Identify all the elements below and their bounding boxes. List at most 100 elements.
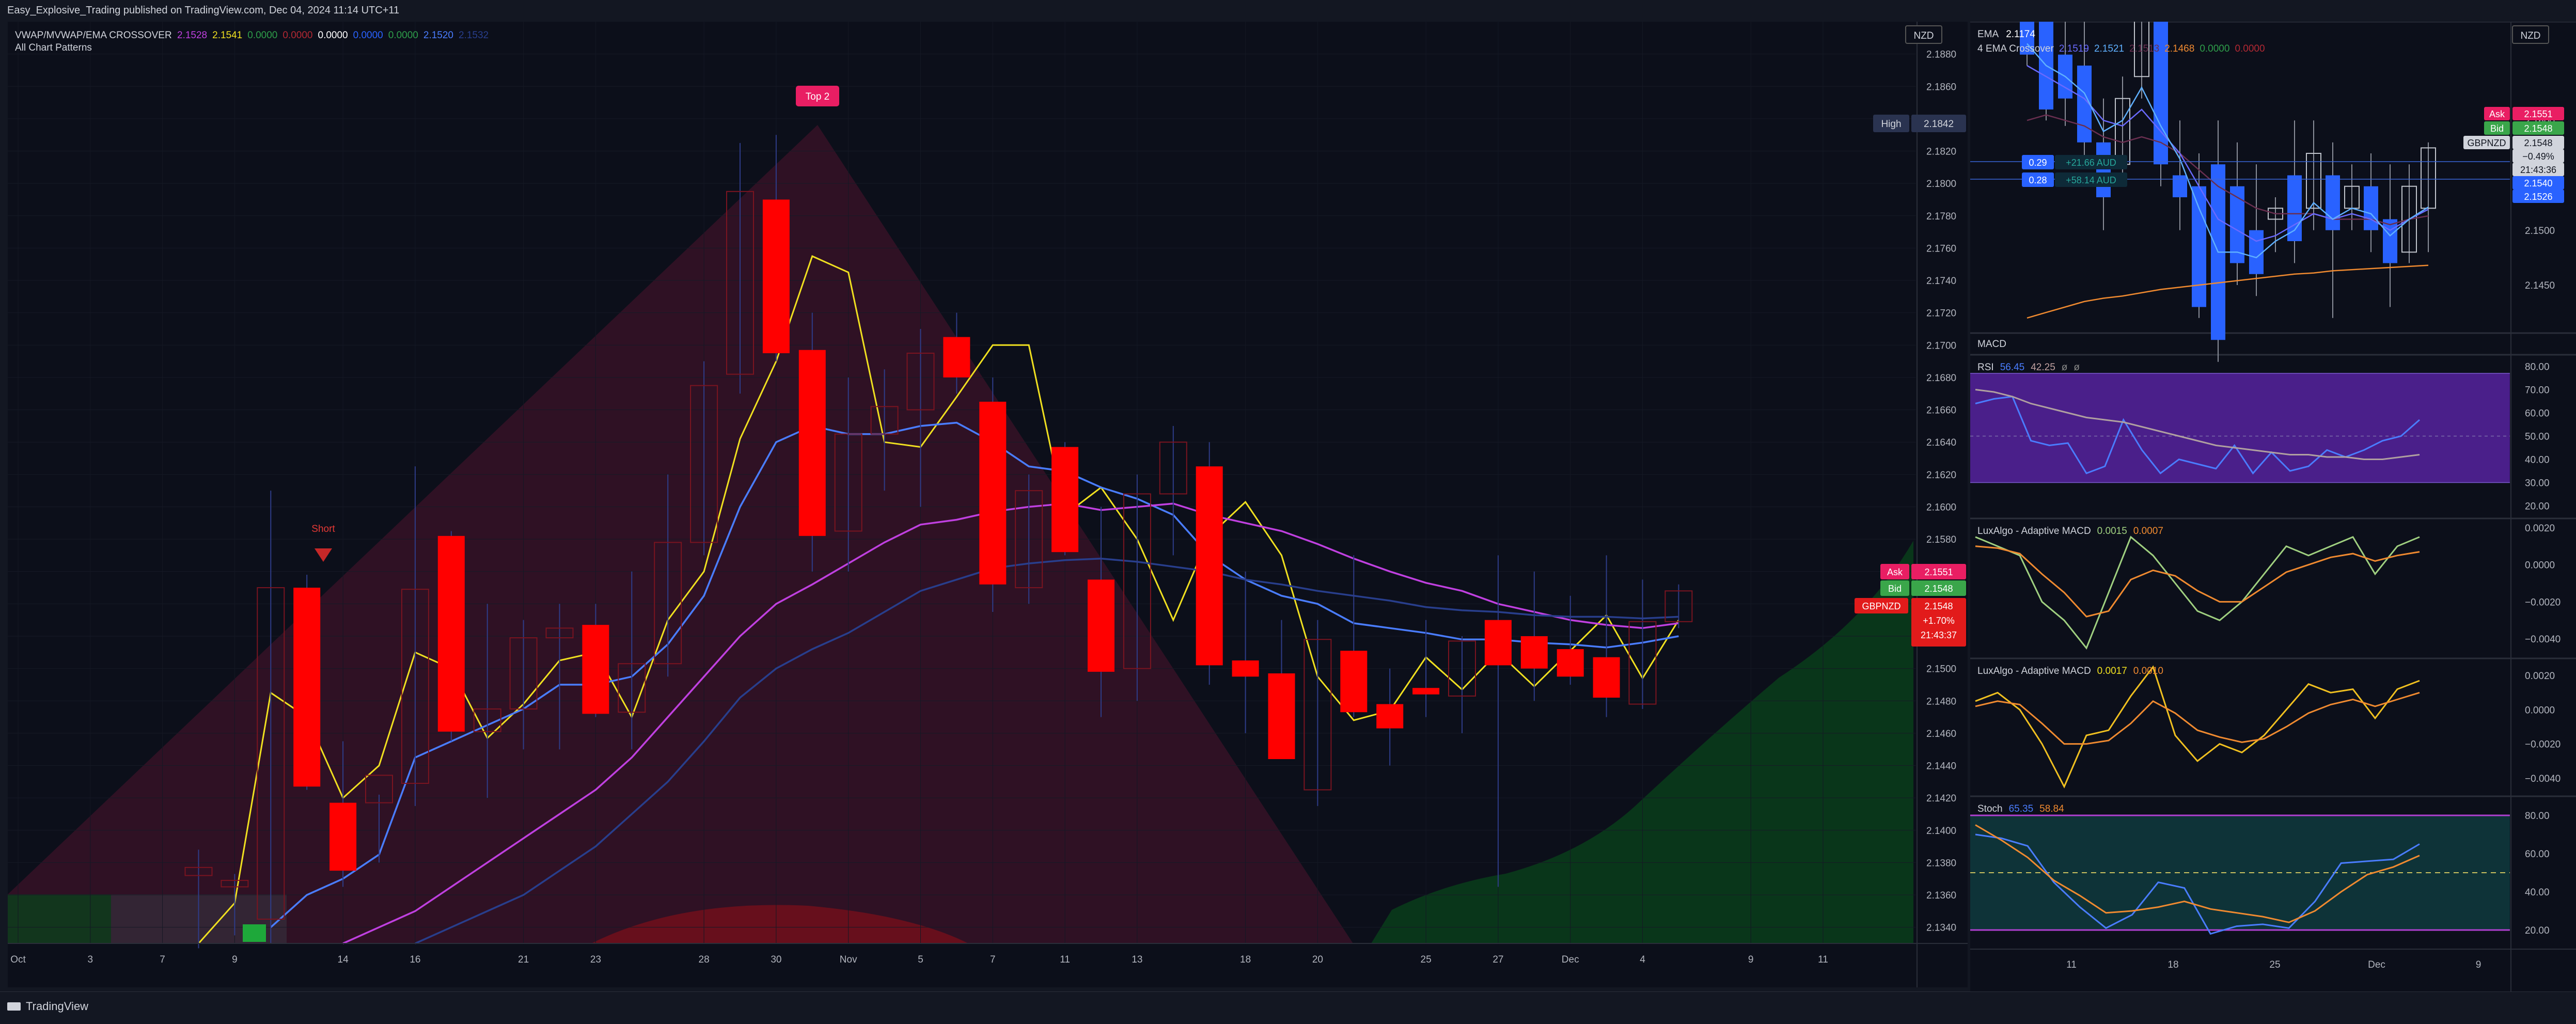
side-currency-box — [2512, 25, 2549, 44]
candle-body-bear — [1593, 657, 1620, 698]
indicator-pane-4: 0.0020 0.0000 −0.0020 −0.0040 LuxAlgo - Adap… — [1975, 523, 2561, 650]
indicator-title-text: LuxAlgo - Adaptive MACD — [1977, 666, 2091, 676]
high-value-text: 2.1842 — [1924, 119, 1954, 130]
candle-body-bear — [798, 350, 826, 536]
y-tick-label: 2.1680 — [1926, 373, 1956, 384]
indicator-y-tick: 0.0020 — [2525, 671, 2555, 682]
candle-body-bull — [906, 352, 935, 411]
order-row[interactable]: 0.28 +58.14 AUD — [1970, 172, 2510, 187]
side-x-tick-label: 9 — [2476, 959, 2481, 970]
side-price-tag-text: −0.49% — [2522, 151, 2554, 162]
mini-candle — [2306, 120, 2321, 230]
x-tick-label: 11 — [1818, 954, 1828, 965]
candle — [834, 377, 862, 572]
candle-body-bear — [329, 802, 357, 871]
y-tick-label: 2.1380 — [1926, 858, 1956, 869]
ema-y-tick: 2.1500 — [2525, 226, 2555, 237]
ema-sub-value: 2.1513 — [2129, 43, 2159, 54]
candle — [943, 312, 970, 394]
indicator-value: 2.1528 — [177, 30, 207, 41]
x-tick-label: 16 — [410, 954, 420, 965]
candle — [437, 531, 465, 742]
main-chart-pane[interactable]: 2.18802.18602.18402.18202.18002.17802.17… — [8, 22, 1968, 987]
candle-body-bear — [1051, 447, 1079, 553]
top-label[interactable]: Top 2 — [796, 86, 839, 106]
side-price-tag: 2.1540 — [2512, 176, 2564, 190]
candle-body-bull — [1664, 590, 1693, 622]
candle-body-bear — [1376, 704, 1404, 729]
candle — [473, 604, 501, 798]
ask-value-box — [1911, 564, 1966, 579]
order-pnl-box — [2055, 155, 2127, 169]
mini-candle — [2364, 153, 2378, 253]
indicator-y-tick: 70.00 — [2525, 385, 2550, 396]
ask-label-box — [1880, 564, 1909, 579]
side-price-tag: 21:43:36 — [2512, 163, 2564, 176]
indicator-title-text: Stoch — [1977, 804, 2003, 814]
candle-body-bear — [437, 535, 465, 732]
indicator-line — [1975, 824, 2420, 923]
mini-body-bear — [2173, 175, 2187, 197]
indicator-y-tick: 20.00 — [2525, 925, 2550, 936]
mini-body-bear — [2364, 186, 2378, 230]
y-tick-label: 2.1700 — [1926, 340, 1956, 351]
last-price-text: 2.1548 — [1924, 601, 1953, 611]
candle-body-bull — [1303, 639, 1332, 791]
side-x-tick-label: 11 — [2066, 959, 2077, 970]
currency-label-text: NZD — [1913, 30, 1934, 41]
side-currency-label: NZD — [2512, 25, 2549, 44]
indicator-y-tick: −0.0040 — [2525, 634, 2561, 645]
ema-sub-value: 0.0000 — [2235, 43, 2265, 54]
candle-body-bull — [1448, 640, 1476, 697]
candle — [1051, 442, 1079, 556]
ema-line-2 — [2027, 65, 2429, 242]
main-price-axis: 2.18802.18602.18402.18202.18002.17802.17… — [1917, 22, 1956, 987]
mini-body-bear — [2249, 230, 2264, 274]
mini-candle — [2421, 142, 2436, 253]
ema-header-value: 2.1174 — [2006, 29, 2035, 40]
indicator-line — [1975, 545, 2420, 618]
indicator-title-text: LuxAlgo - Adaptive MACD — [1977, 526, 2091, 537]
candle-body-bull — [1628, 621, 1657, 705]
order-pnl: +21.66 AUD — [2066, 157, 2116, 168]
indicator-header-value: ø — [2062, 362, 2068, 373]
ask-label-text: Ask — [1887, 567, 1903, 577]
candle — [1557, 595, 1584, 685]
x-tick-label: 4 — [1640, 954, 1645, 965]
bid-label-text: Bid — [1888, 584, 1902, 594]
mini-candle — [2192, 153, 2206, 318]
indicator-y-tick: −0.0020 — [2525, 739, 2561, 750]
indicator-header-value: 65.35 — [2009, 804, 2034, 814]
footer-bar — [0, 991, 2576, 1024]
candle — [221, 874, 249, 936]
side-price-tag-text: 2.1540 — [2524, 178, 2552, 188]
indicator-line-1 — [270, 421, 1679, 928]
indicator-value: 0.0000 — [388, 30, 418, 41]
indicator-header-value: 0.0017 — [2097, 666, 2127, 676]
ema-subtitle: 4 EMA Crossover 2.1519 2.1521 2.1513 2.1468 0… — [1977, 43, 2265, 54]
indicator-line-2 — [342, 502, 1679, 944]
tradingview-logo-icon — [7, 1002, 21, 1011]
mini-candle — [2268, 197, 2283, 253]
main-price-chart[interactable]: 2.18802.18602.18402.18202.18002.17802.17… — [8, 22, 1968, 987]
indicator-values: 2.1528 2.1541 0.0000 0.0000 0.0000 0.0000 0.00… — [177, 30, 489, 41]
high-label: High 2.1842 — [1873, 115, 1966, 132]
main-legend: VWAP/MVWAP/EMA CROSSOVER 2.1528 2.1541 0.0… — [15, 30, 489, 53]
order-row[interactable]: 0.29 +21.66 AUD — [1970, 155, 2510, 169]
y-tick-label: 2.1720 — [1926, 308, 1956, 319]
x-tick-label: 13 — [1132, 954, 1142, 965]
candle — [1484, 555, 1512, 887]
ask-value-text: 2.1551 — [1924, 567, 1953, 577]
candle-body-bull — [618, 663, 646, 713]
tradingview-logo[interactable]: TradingView — [7, 1000, 88, 1013]
x-tick-label: 3 — [88, 954, 93, 965]
candle-body-bear — [1484, 620, 1512, 666]
bid-value-text: 2.1548 — [1924, 584, 1953, 594]
ema-sub-value: 2.1521 — [2094, 43, 2124, 54]
mini-candle — [2039, 0, 2053, 121]
indicator-header-value: 58.84 — [2039, 804, 2064, 814]
order-pnl: +58.14 AUD — [2066, 175, 2116, 185]
